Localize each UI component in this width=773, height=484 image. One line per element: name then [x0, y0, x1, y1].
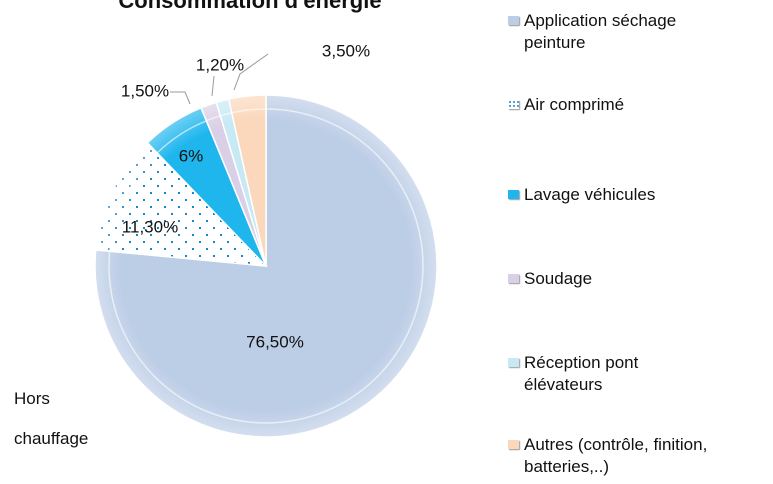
annotation: Hors chauffage	[14, 389, 88, 448]
legend-label: Lavage véhicules	[524, 185, 656, 204]
legend-item: Réception pont élévateurs	[508, 352, 704, 396]
leader-line	[211, 75, 215, 97]
legend-item: Soudage	[508, 268, 704, 290]
legend-swatch	[508, 440, 519, 449]
pie: 76,50%11,30%6%1,50%1,20%3,50%	[94, 41, 438, 438]
legend-item: Air comprimé	[508, 94, 704, 116]
legend-label: Application séchage peinture	[524, 11, 677, 52]
data-label: 3,50%	[322, 41, 370, 60]
legend-swatch	[508, 16, 519, 25]
data-label: 1,20%	[196, 55, 244, 74]
data-label: 1,50%	[121, 81, 169, 100]
legend-swatch	[508, 190, 519, 199]
legend-swatch	[508, 274, 519, 283]
chart-title: Consommation d'énergie	[118, 0, 381, 13]
legend-label: Air comprimé	[524, 95, 625, 114]
legend-swatch	[508, 100, 519, 109]
leader-line	[170, 91, 191, 105]
leader-line	[233, 53, 269, 91]
pie-shade	[95, 95, 437, 437]
legend-swatch	[508, 358, 519, 367]
legend-label: Autres (contrôle, finition, batteries,..…	[524, 435, 708, 476]
legend-item: Application séchage peinture	[508, 10, 704, 54]
legend-label: Soudage	[524, 269, 593, 288]
legend-item: Lavage véhicules	[508, 184, 704, 206]
legend: Application séchage peinture Air comprimé…	[508, 0, 773, 484]
legend-label: Réception pont élévateurs	[524, 353, 639, 394]
legend-item: Autres (contrôle, finition, batteries,..…	[508, 434, 773, 478]
